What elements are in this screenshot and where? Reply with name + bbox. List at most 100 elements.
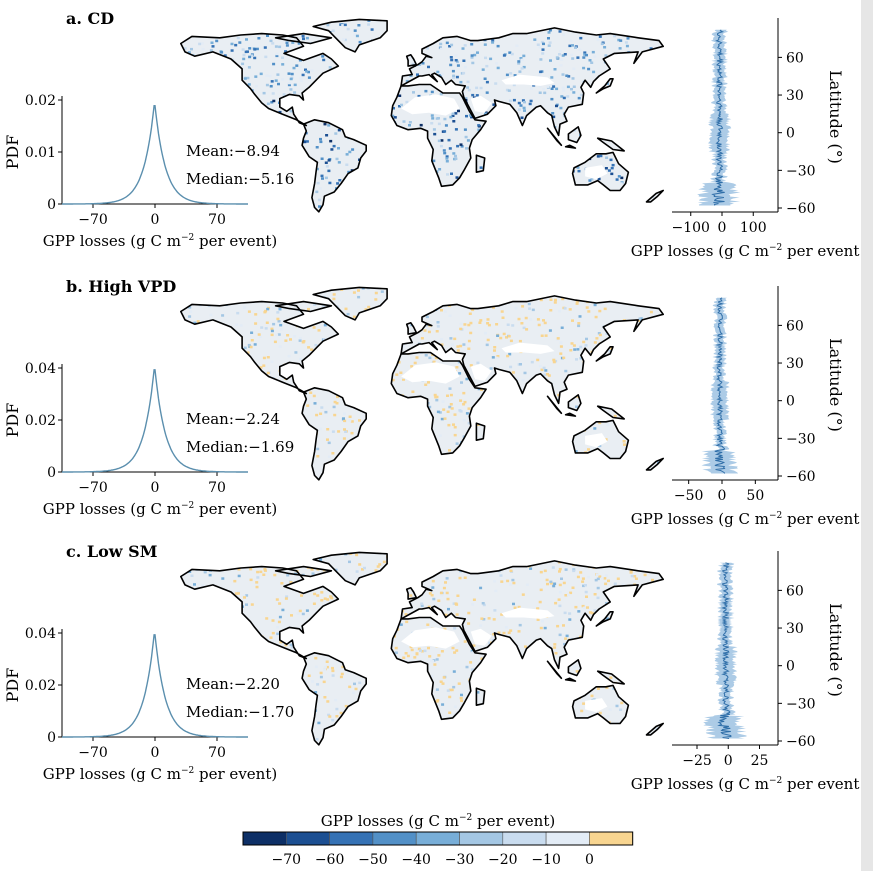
map-pixel [235,553,239,557]
map-pixel [453,705,457,708]
map-pixel [547,31,551,34]
map-pixel [588,179,592,182]
map-pixel [197,737,201,740]
map-pixel [565,691,569,695]
map-pixel [189,428,193,432]
map-pixel [475,718,479,721]
map-pixel [475,140,479,144]
map-pixel [603,307,607,311]
map-pixel [474,200,478,203]
map-pixel [494,692,498,695]
map-pixel [246,76,250,80]
map-pixel [417,161,421,164]
map-pixel [453,337,457,341]
map-pixel [319,140,323,144]
map-pixel [354,128,357,132]
map-pixel [593,593,597,596]
map-pixel [556,209,560,212]
map-pixel [189,60,193,63]
map-pixel [350,431,354,435]
map-pixel [437,599,441,602]
map-pixel [426,740,430,743]
map-pixel [550,557,553,560]
map-pixel [646,105,650,109]
map-pixel [323,122,327,126]
map-pixel [400,136,404,140]
map-pixel [456,349,460,352]
map-pixel [612,195,616,198]
map-pixel [196,160,200,163]
map-pixel [562,434,566,437]
map-pixel [430,114,434,117]
map-pixel [446,205,449,208]
map-pixel [290,563,294,566]
map-pixel [224,135,228,139]
map-pixel [609,158,613,162]
map-pixel [184,727,188,731]
map-pixel [274,160,278,164]
map-pixel [284,733,288,736]
map-pixel [473,742,477,745]
map-pixel [329,47,333,51]
map-pixel [453,433,457,437]
map-pixel [322,58,326,62]
map-pixel [438,411,442,414]
map-pixel [237,574,241,578]
map-pixel [300,594,303,597]
map-pixel [506,323,510,326]
map-pixel [396,567,400,570]
map-pixel [313,203,317,206]
map-pixel [578,562,582,565]
map-pixel [210,80,214,83]
map-pixel [448,147,452,150]
map-pixel [352,729,356,733]
map-pixel [620,430,624,433]
map-pixel [296,204,300,207]
map-pixel [224,113,228,117]
map-pixel [570,724,573,727]
map-pixel [293,368,296,371]
map-pixel [409,67,413,71]
map-pixel [190,727,194,731]
map-pixel [613,746,616,749]
map-pixel [449,291,453,295]
map-pixel [353,334,357,337]
map-pixel [277,320,281,323]
map-pixel [242,484,245,487]
map-pixel [479,624,483,627]
lat-y-axis-label: Latitude (°) [826,338,845,432]
map-pixel [553,143,557,147]
map-pixel [204,627,208,631]
map-pixel [234,43,238,47]
map-pixel [429,188,433,191]
map-pixel [196,320,200,323]
map-pixel [302,559,306,562]
map-pixel [302,113,306,116]
map-pixel [560,95,564,98]
map-pixel [180,416,183,420]
map-pixel [383,46,387,50]
map-pixel [624,56,628,59]
map-pixel [340,651,344,655]
map-pixel [188,668,191,671]
map-pixel [489,57,493,61]
map-pixel [529,694,533,698]
map-pixel [650,85,654,89]
map-pixel [522,192,526,196]
map-pixel [412,175,416,178]
map-pixel [551,436,555,440]
map-pixel [254,75,258,78]
map-pixel [194,619,198,622]
map-pixel [498,401,502,404]
map-pixel [367,305,371,309]
map-pixel [596,596,600,600]
map-pixel [321,177,324,180]
map-pixel [474,152,478,155]
map-pixel [589,193,593,196]
map-pixel [240,162,244,165]
map-pixel [663,664,666,667]
map-pixel [501,106,505,109]
map-pixel [598,333,602,337]
map-pixel [543,569,547,573]
map-pixel [335,157,339,161]
